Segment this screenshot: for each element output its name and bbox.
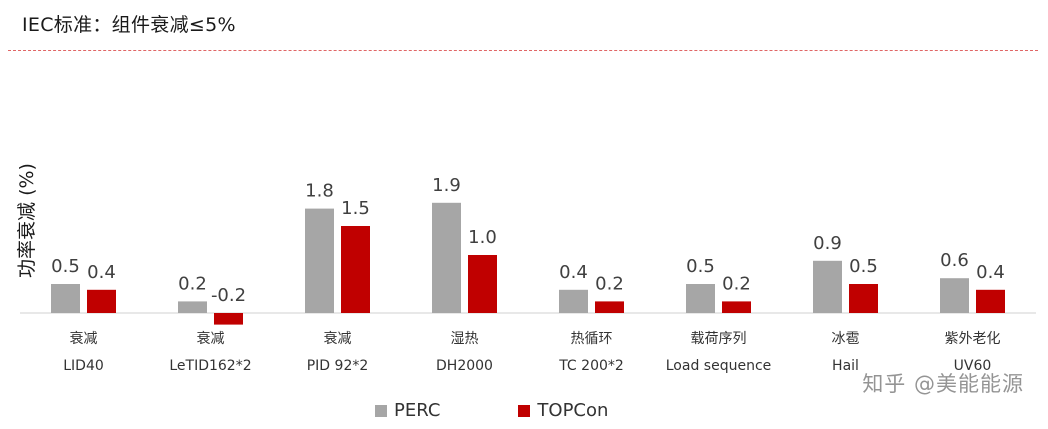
legend-label-topcon: TOPCon	[537, 400, 609, 421]
data-label-topcon-5: 0.2	[722, 273, 751, 294]
x-tick-label-line1-4: 热循环	[571, 331, 613, 347]
bar-topcon-2	[341, 226, 370, 313]
data-label-perc-7: 0.6	[940, 250, 969, 271]
data-label-topcon-0: 0.4	[87, 262, 116, 283]
legend-item-perc: PERC	[375, 400, 440, 421]
data-label-perc-1: 0.2	[178, 273, 207, 294]
watermark: 知乎 @美能能源	[862, 372, 1024, 396]
data-label-topcon-6: 0.5	[849, 256, 878, 277]
bar-perc-7	[940, 278, 969, 313]
x-tick-label-line1-2: 衰减	[324, 330, 352, 347]
x-tick-label-line2-1: LeTID162*2	[169, 358, 251, 374]
bar-topcon-1	[214, 313, 243, 325]
bar-perc-4	[559, 289, 588, 313]
page-title: IEC标准：组件衰减≤5%	[22, 14, 236, 36]
bar-topcon-5	[722, 301, 751, 313]
x-tick-label-line1-3: 湿热	[451, 331, 479, 347]
bar-perc-0	[51, 284, 80, 313]
x-tick-label-line2-0: LID40	[63, 358, 104, 374]
bar-perc-2	[305, 208, 334, 313]
data-label-perc-0: 0.5	[51, 256, 80, 277]
x-tick-label-line1-7: 紫外老化	[945, 331, 1001, 347]
bar-topcon-0	[87, 289, 116, 313]
data-label-perc-6: 0.9	[813, 233, 842, 254]
chart-legend: PERC TOPCon	[375, 400, 608, 421]
x-tick-label-line1-5: 载荷序列	[691, 331, 747, 347]
x-tick-label-line1-6: 冰雹	[832, 331, 860, 347]
legend-swatch-perc	[375, 404, 387, 417]
legend-item-topcon: TOPCon	[518, 400, 608, 421]
x-tick-label-line2-3: DH2000	[436, 358, 493, 374]
bar-topcon-3	[468, 255, 497, 313]
x-tick-label-line1-1: 衰减	[197, 330, 225, 347]
bar-topcon-4	[595, 301, 624, 313]
bar-perc-5	[686, 284, 715, 313]
legend-label-perc: PERC	[394, 400, 441, 421]
data-label-perc-2: 1.8	[305, 181, 334, 202]
header-divider	[8, 50, 1038, 51]
x-tick-label-line2-4: TC 200*2	[558, 358, 624, 374]
x-tick-label-line2-5: Load sequence	[666, 358, 772, 374]
bar-chart: 0.5 0.4衰减LID400.2-0.2衰减LeTID162*21.81.5衰减…	[20, 175, 1036, 374]
bar-perc-1	[178, 301, 207, 313]
x-tick-label-line2-2: PID 92*2	[307, 358, 369, 374]
data-label-topcon-3: 1.0	[468, 227, 497, 248]
data-label-topcon-2: 1.5	[341, 198, 370, 219]
bar-topcon-7	[976, 289, 1005, 313]
data-label-topcon-7: 0.4	[976, 262, 1005, 283]
bar-perc-3	[432, 202, 461, 313]
bar-perc-6	[813, 260, 842, 313]
data-label-topcon-4: 0.2	[595, 273, 624, 294]
data-label-topcon-1: -0.2	[211, 285, 246, 306]
x-tick-label-line2-7: UV60	[954, 358, 992, 374]
bar-topcon-6	[849, 284, 878, 313]
x-tick-label-line2-6: Hail	[832, 358, 859, 374]
legend-swatch-topcon	[518, 404, 531, 417]
x-tick-label-line1-0: 衰减	[70, 330, 98, 347]
data-label-perc-5: 0.5	[686, 256, 715, 277]
data-label-perc-3: 1.9	[432, 175, 461, 196]
data-label-perc-4: 0.4	[559, 262, 588, 283]
